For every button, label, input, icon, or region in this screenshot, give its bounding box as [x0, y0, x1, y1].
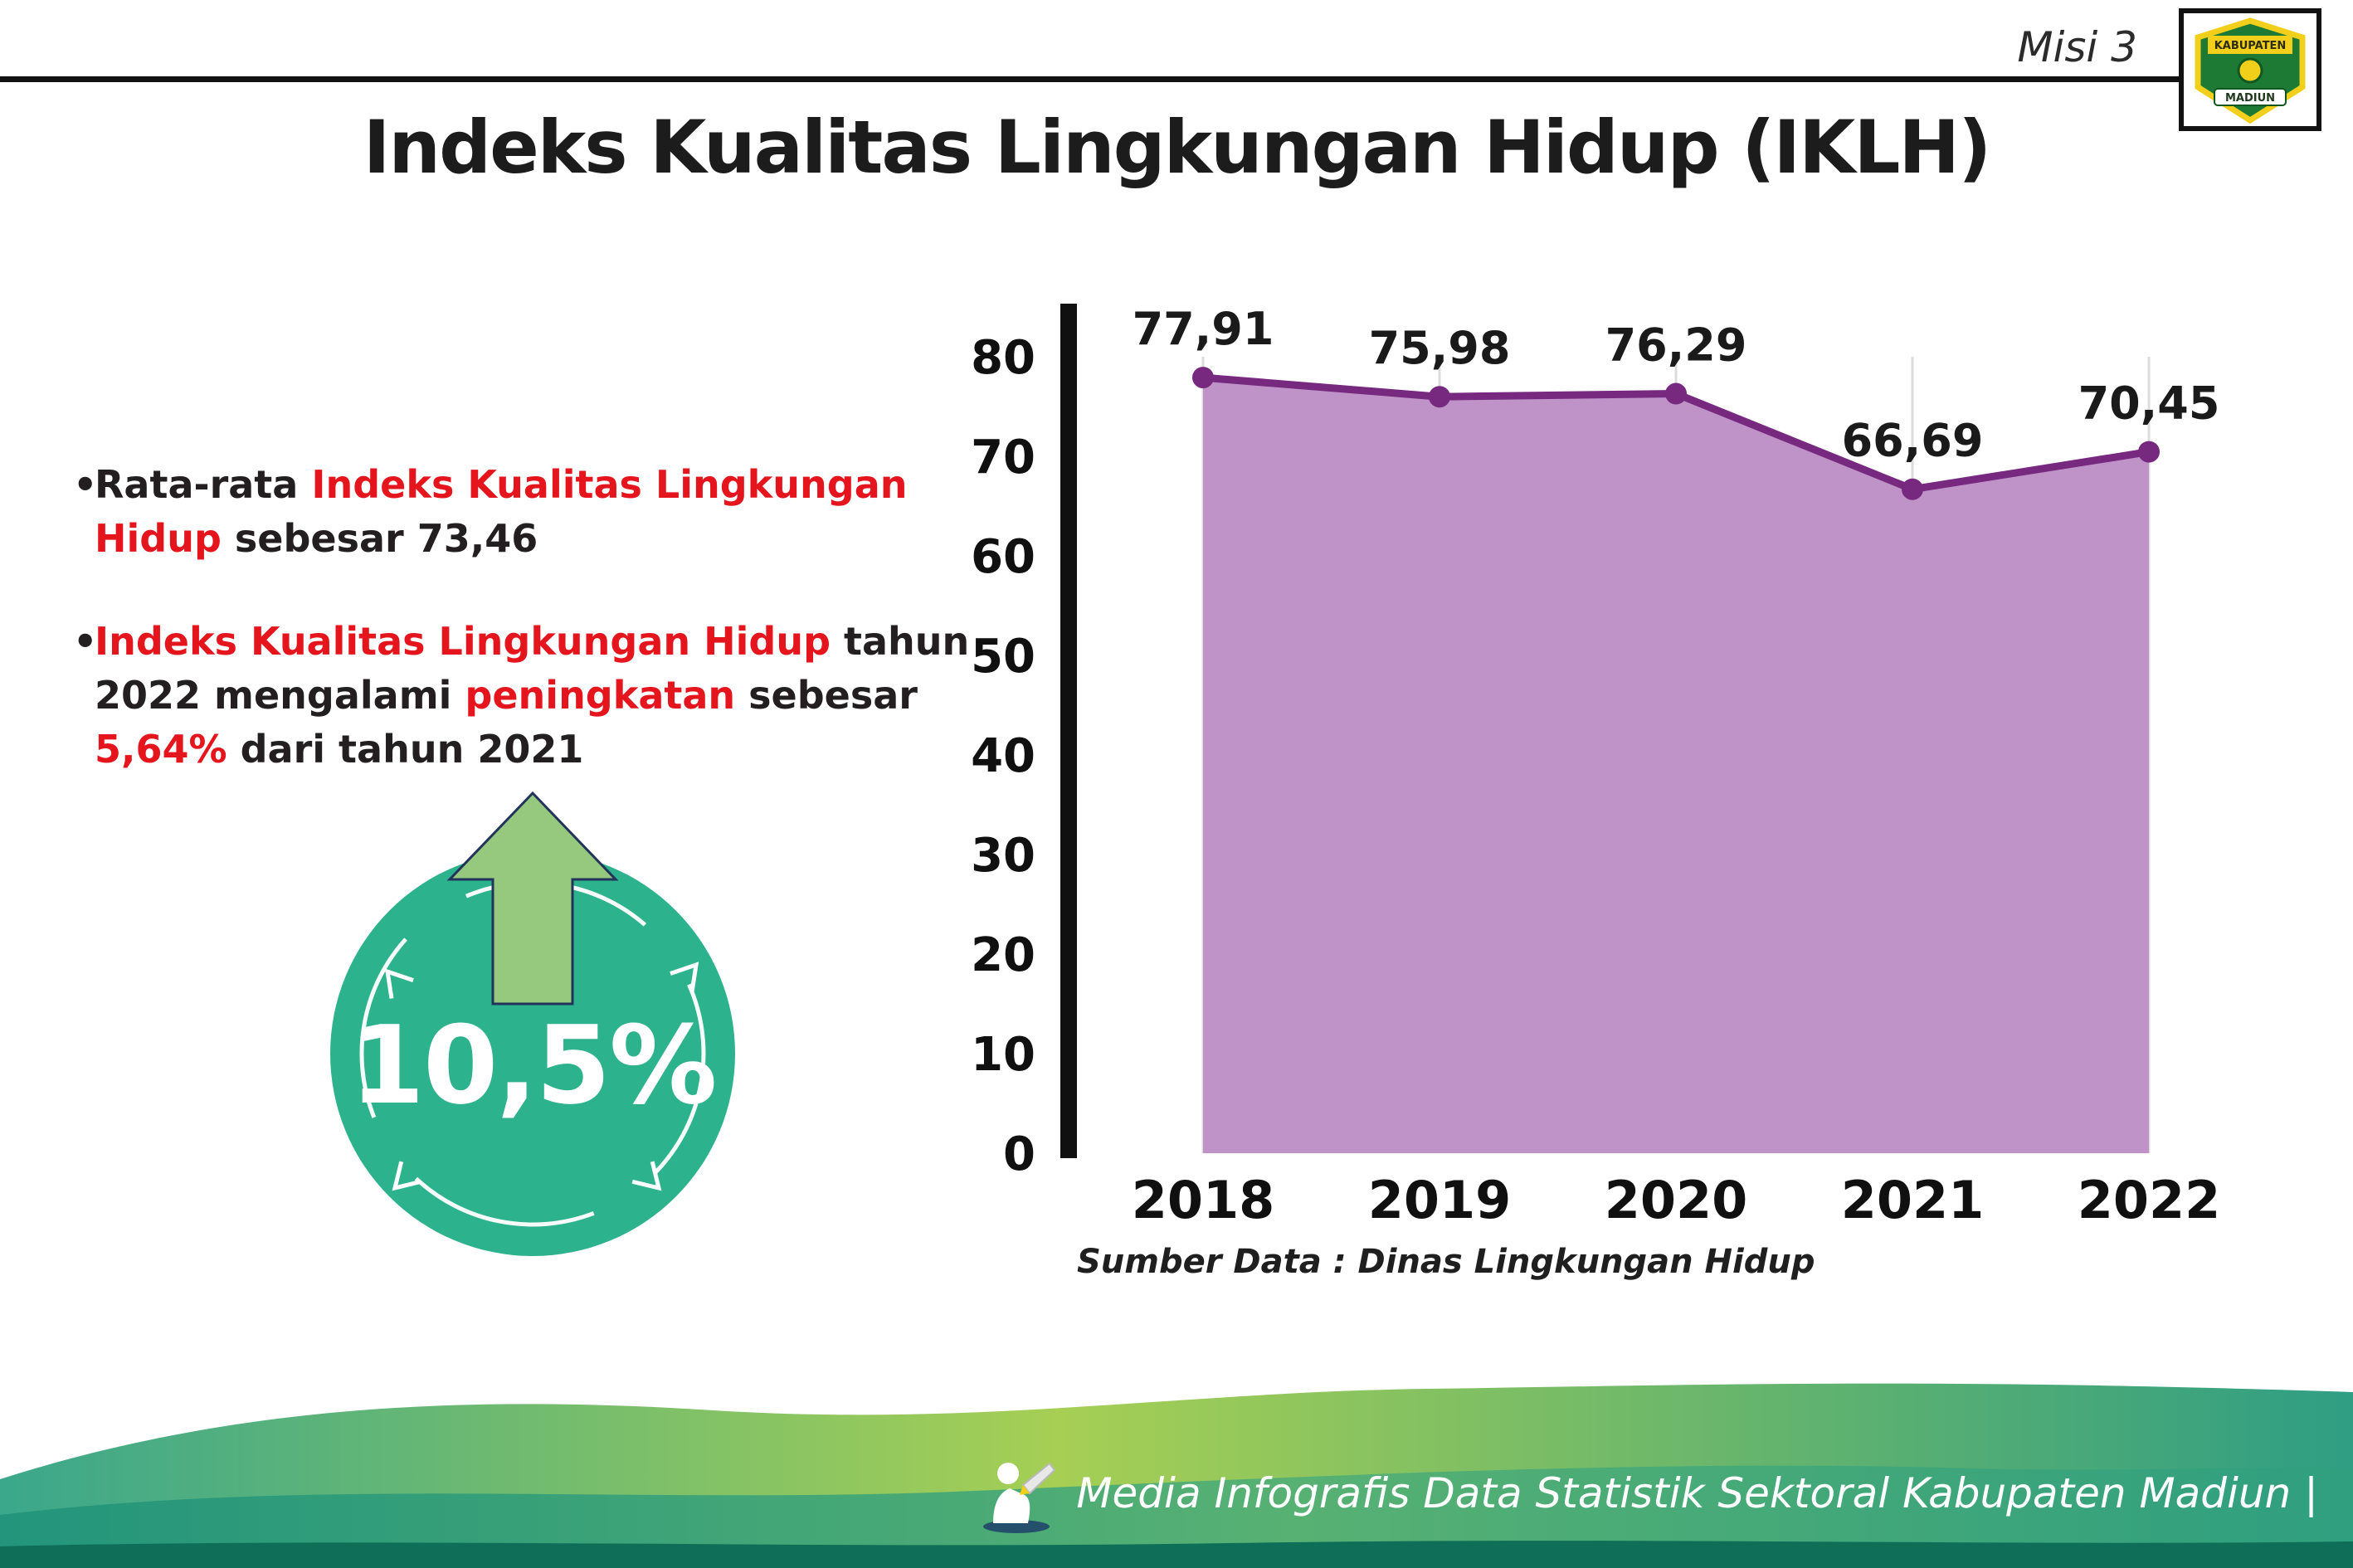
data-point	[1902, 478, 1923, 500]
data-point-label: 66,69	[1842, 415, 1984, 467]
y-tick-label: 70	[971, 431, 1035, 485]
footer-credit-text: Media Infografis Data Statistik Sektoral…	[1076, 1469, 2318, 1517]
increase-badge: 10,5%	[329, 790, 737, 1267]
data-point-label: 77,91	[1133, 303, 1274, 355]
kabupaten-madiun-logo: KABUPATEN MADIUN	[2179, 8, 2321, 131]
y-tick-label: 20	[971, 928, 1035, 982]
y-tick-label: 40	[971, 729, 1035, 783]
x-axis-label: 2019	[1368, 1170, 1512, 1230]
bullet2-highlight3: 5,64%	[95, 727, 227, 772]
y-axis-line	[1060, 304, 1077, 1158]
bullet-increase-iklh: Indeks Kualitas Lingkungan Hidup tahun 2…	[73, 615, 1002, 777]
increase-badge-graphic	[330, 791, 735, 1256]
y-tick-label: 50	[971, 630, 1035, 684]
iklh-area-chart-canvas: 0 10 20 30 40 50 60 70 80 77,91 75,98 76,29 66,69 70,…	[971, 303, 2221, 1230]
x-axis-label: 2021	[1841, 1170, 1985, 1230]
data-point	[1192, 367, 1214, 389]
bullet2-highlight2: peningkatan	[465, 672, 736, 718]
bullet2-part6: dari tahun 2021	[227, 727, 584, 772]
data-point-label: 75,98	[1369, 322, 1511, 374]
logo-top-label: KABUPATEN	[2214, 40, 2287, 52]
bullet1-part3: sebesar 73,46	[221, 516, 538, 562]
x-axis-label: 2018	[1132, 1170, 1275, 1230]
bullet2-part4: sebesar	[735, 672, 918, 718]
header-divider	[0, 76, 2179, 82]
bullet1-part1: Rata-rata	[95, 462, 312, 507]
logo-bottom-label: MADIUN	[2225, 92, 2275, 105]
bullet1-highlight: Indeks Kualitas Lingkungan Hidup	[95, 462, 908, 562]
summary-bullets: Rata-rata Indeks Kualitas Lingkungan Hid…	[73, 458, 1002, 825]
bullet2-highlight1: Indeks Kualitas Lingkungan Hidup	[95, 618, 831, 664]
data-point-label: 76,29	[1605, 319, 1747, 372]
data-point	[1665, 382, 1687, 405]
y-tick-label: 10	[971, 1028, 1035, 1082]
y-tick-label: 30	[971, 829, 1035, 883]
x-axis-label: 2020	[1605, 1170, 1748, 1230]
increase-percentage: 10,5%	[349, 1002, 717, 1128]
writer-mascot-icon	[983, 1462, 1056, 1533]
y-tick-label: 60	[971, 530, 1035, 584]
page-title: Indeks Kualitas Lingkungan Hidup (IKLH)	[363, 105, 1992, 190]
data-source-note: Sumber Data : Dinas Lingkungan Hidup	[1077, 1243, 1815, 1281]
data-point-label: 70,45	[2078, 377, 2220, 430]
logo-shield-icon: KABUPATEN MADIUN	[2195, 17, 2306, 124]
decorative-triangle	[670, 962, 699, 992]
y-tick-label: 80	[971, 331, 1035, 385]
bullet-average-iklh: Rata-rata Indeks Kualitas Lingkungan Hid…	[73, 458, 1002, 567]
misi-label: Misi 3	[2017, 23, 2137, 71]
decorative-triangle	[384, 968, 414, 999]
bullet2-part2: tahun 2022 mengalami	[95, 618, 970, 718]
decorative-triangle	[392, 1161, 422, 1191]
x-axis-label: 2022	[2078, 1170, 2221, 1230]
y-tick-label: 0	[1003, 1127, 1035, 1181]
iklh-chart: 0 10 20 30 40 50 60 70 80 77,91 75,98 76,29 66,69 70,…	[954, 290, 2282, 1261]
up-arrow-icon	[446, 791, 619, 1006]
decorative-triangle	[631, 1161, 662, 1191]
footer-credit: Media Infografis Data Statistik Sektoral…	[975, 1452, 2318, 1535]
data-point	[1429, 386, 1450, 408]
footer-wave-decoration	[0, 1383, 2353, 1568]
data-point	[2138, 441, 2160, 463]
area-fill	[1203, 377, 2149, 1153]
